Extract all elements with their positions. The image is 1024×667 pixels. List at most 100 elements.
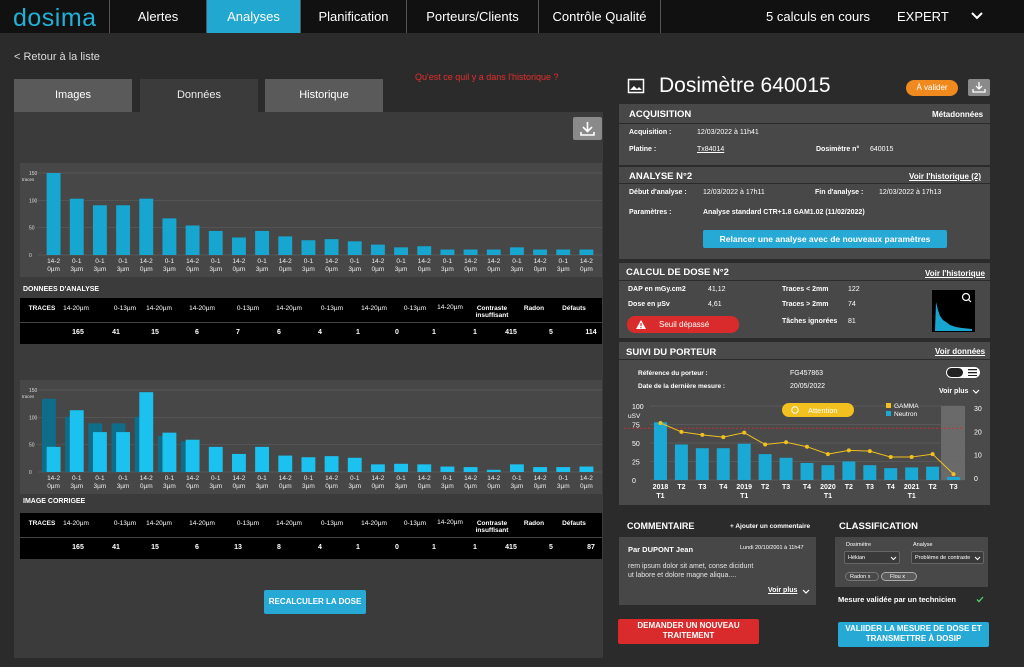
x-tick-label: 0µm [534, 483, 547, 490]
x-tick-label: T1 [656, 493, 664, 500]
table-cell: 41 [112, 329, 120, 336]
add-comment-link[interactable]: + Ajouter un commentaire [730, 523, 811, 530]
ref-label: Référence du porteur : [638, 370, 708, 377]
gamma-point [658, 421, 663, 426]
classification-header: CLASSIFICATION [839, 521, 918, 532]
download-button-2[interactable] [968, 79, 990, 96]
gamma-point [909, 455, 914, 460]
start-value: 12/03/2022 à 17h11 [703, 189, 765, 196]
x-tick-label: 2019 [736, 484, 752, 491]
nav-alertes[interactable]: Alertes [109, 0, 206, 33]
comment-see-more[interactable]: Voir plus [768, 587, 798, 594]
x-tick-label: 0µm [534, 266, 547, 273]
chevron-down-icon[interactable] [970, 10, 984, 22]
nav-analyses[interactable]: Analyses [206, 0, 300, 33]
platine-value[interactable]: Tx84014 [697, 146, 725, 153]
bar [324, 456, 339, 472]
comment-box [619, 537, 816, 605]
bar [139, 198, 154, 255]
close-icon[interactable]: x [902, 574, 905, 580]
x-tick-label: 3µm [209, 266, 222, 273]
table-header: 14-20µm [63, 520, 89, 527]
acquisition-header: ACQUISITION [629, 109, 692, 120]
follow-data-link[interactable]: Voir données [935, 347, 986, 356]
view-toggle[interactable] [946, 367, 980, 378]
table-cell: 6 [277, 329, 281, 336]
table-header: 14-20µm [437, 519, 463, 526]
validate-dose-button[interactable]: VALIIDER LA MESURE DE DOSE ET TRANSMETTR… [838, 622, 989, 647]
x-tick-label: 14-2 [232, 258, 245, 265]
table-cell: 6 [195, 544, 199, 551]
x-tick-label: 3µm [94, 483, 107, 490]
gamma-point [930, 452, 935, 457]
y2-tick-label: 0 [974, 476, 978, 483]
page-title: Dosimètre 640015 [659, 74, 831, 97]
bar [556, 467, 571, 472]
back-link[interactable]: < Retour à la liste [14, 51, 100, 63]
bar [863, 465, 877, 480]
dose-label: Dose en µSv [628, 301, 670, 308]
gamma-point [742, 430, 747, 435]
dosimetre-select[interactable]: Hékian [844, 551, 900, 564]
table-header: 0-13µm [236, 520, 260, 527]
tag-flou[interactable]: Flou x [881, 572, 917, 581]
acq-label: Acquisition : [629, 129, 672, 136]
nav-controle-qualite[interactable]: Contrôle Qualité [538, 0, 661, 33]
x-tick-label: T2 [761, 484, 769, 491]
dose-histogram-thumb[interactable] [932, 290, 975, 332]
bar [653, 422, 667, 480]
see-more-link[interactable]: Voir plus [939, 388, 969, 395]
table-header: 14-20µm [276, 520, 302, 527]
tag-radon[interactable]: Radon x [845, 572, 879, 581]
x-tick-label: 0-1 [512, 475, 522, 482]
recalculate-button[interactable]: RECALCULER LA DOSE [264, 590, 366, 614]
x-tick-label: 3µm [441, 266, 454, 273]
x-tick-label: 3µm [557, 266, 570, 273]
dose-history-link[interactable]: Voir l'historique [925, 269, 985, 278]
analyse-select[interactable]: Problème de contraste [911, 551, 984, 564]
threshold-alert: Seuil dépassé [627, 316, 739, 333]
metadata-link[interactable]: Métadonnées [932, 110, 984, 119]
analysis-history-link[interactable]: Voir l'historique (2) [909, 172, 981, 181]
request-treatment-button[interactable]: DEMANDER UN NOUVEAU TRAITEMENT [618, 619, 759, 644]
x-tick-label: 14-2 [418, 258, 431, 265]
calcs-status[interactable]: 5 calculs en cours [766, 9, 871, 24]
x-tick-label: 0µm [487, 266, 500, 273]
relaunch-analysis-button[interactable]: Relancer une analyse avec de nouveaux pa… [703, 230, 947, 248]
x-tick-label: 0µm [140, 266, 153, 273]
divider [20, 322, 602, 323]
bar [821, 465, 835, 480]
x-tick-label: 0-1 [257, 258, 267, 265]
traces-large-label: Traces > 2mm [782, 301, 829, 308]
bar [579, 249, 594, 255]
x-tick-label: T3 [782, 484, 790, 491]
bar [463, 467, 478, 472]
list-icon [968, 369, 977, 376]
bar [737, 443, 751, 480]
x-tick-label: 0µm [580, 266, 593, 273]
x-tick-label: 0µm [487, 483, 500, 490]
table-header: 14-20µm [146, 305, 172, 312]
x-tick-label: T2 [929, 484, 937, 491]
x-tick-label: 0µm [233, 483, 246, 490]
bar [579, 466, 594, 472]
bar [324, 239, 339, 255]
table-header: TRACES [28, 520, 56, 527]
y-unit-label: uSV [628, 413, 641, 420]
bar [509, 247, 524, 255]
download-button[interactable] [573, 117, 602, 140]
tab-images[interactable]: Images [14, 79, 132, 112]
table-header: 0-13µm [403, 520, 427, 527]
corrected-table: TRACES 14-20µm 0-13µm 14-20µm 14-20µm 0-13µm 1… [20, 513, 602, 559]
y2-tick-label: 20 [974, 429, 982, 436]
nav-porteurs[interactable]: Porteurs/Clients [406, 0, 538, 33]
x-tick-label: 3µm [163, 266, 176, 273]
role-label[interactable]: EXPERT [897, 9, 949, 24]
tab-historique[interactable]: Historique [265, 79, 383, 112]
tab-donnees[interactable]: Données [140, 79, 258, 112]
close-icon[interactable]: x [867, 574, 871, 580]
x-tick-label: 14-2 [279, 258, 292, 265]
nav-planification[interactable]: Planification [300, 0, 406, 33]
x-tick-label: 0µm [580, 483, 593, 490]
legend-gamma: GAMMA [894, 403, 919, 410]
